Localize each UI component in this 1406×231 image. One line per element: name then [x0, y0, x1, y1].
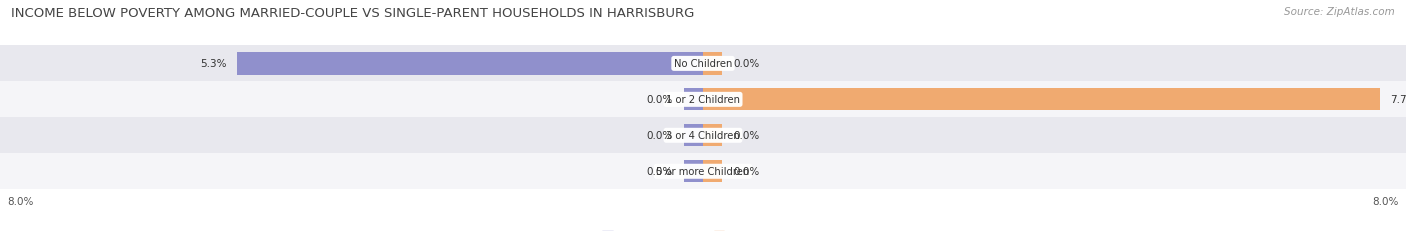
Text: 5 or more Children: 5 or more Children: [657, 167, 749, 176]
Text: INCOME BELOW POVERTY AMONG MARRIED-COUPLE VS SINGLE-PARENT HOUSEHOLDS IN HARRISB: INCOME BELOW POVERTY AMONG MARRIED-COUPL…: [11, 7, 695, 20]
Text: 0.0%: 0.0%: [647, 131, 673, 141]
Text: 5.3%: 5.3%: [200, 59, 226, 69]
Bar: [683, 160, 703, 183]
Bar: [238, 53, 703, 75]
Bar: [0, 154, 1406, 189]
Bar: [703, 53, 723, 75]
Bar: [0, 82, 1406, 118]
Bar: [0, 46, 1406, 82]
Text: 0.0%: 0.0%: [733, 59, 759, 69]
Bar: [703, 125, 723, 147]
Legend: Married Couples, Single Parents: Married Couples, Single Parents: [599, 226, 807, 231]
Text: 0.0%: 0.0%: [647, 95, 673, 105]
Bar: [703, 160, 723, 183]
Text: 3 or 4 Children: 3 or 4 Children: [666, 131, 740, 141]
Text: 0.0%: 0.0%: [733, 167, 759, 176]
Text: 0.0%: 0.0%: [733, 131, 759, 141]
Bar: [683, 89, 703, 111]
Text: Source: ZipAtlas.com: Source: ZipAtlas.com: [1284, 7, 1395, 17]
Bar: [703, 89, 1379, 111]
Text: 8.0%: 8.0%: [7, 196, 34, 206]
Bar: [683, 125, 703, 147]
Bar: [0, 118, 1406, 154]
Text: 8.0%: 8.0%: [1372, 196, 1399, 206]
Text: 0.0%: 0.0%: [647, 167, 673, 176]
Text: 7.7%: 7.7%: [1391, 95, 1406, 105]
Text: No Children: No Children: [673, 59, 733, 69]
Text: 1 or 2 Children: 1 or 2 Children: [666, 95, 740, 105]
